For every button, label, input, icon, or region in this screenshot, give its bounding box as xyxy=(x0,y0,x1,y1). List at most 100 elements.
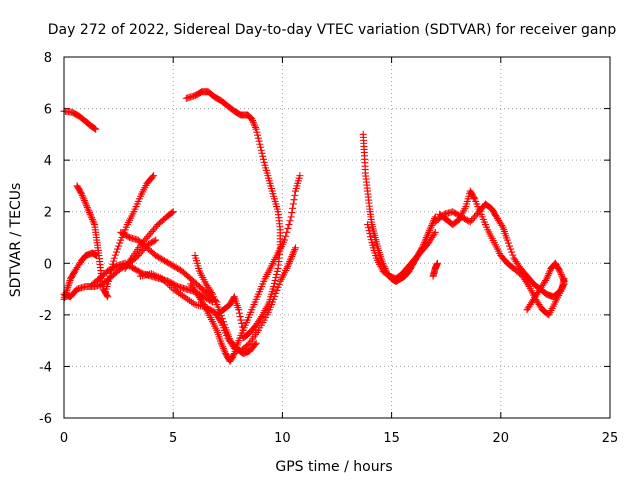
data-point xyxy=(558,272,566,280)
data-point xyxy=(273,286,281,294)
data-point xyxy=(543,275,551,283)
data-point xyxy=(123,232,131,240)
data-point xyxy=(251,341,259,349)
data-point xyxy=(148,173,156,181)
data-point xyxy=(91,125,99,133)
data-point xyxy=(430,230,438,238)
data-point xyxy=(83,203,91,211)
data-point xyxy=(503,236,511,244)
data-point xyxy=(152,252,160,260)
series-arc12 xyxy=(182,88,284,342)
data-point xyxy=(556,267,564,275)
data-point xyxy=(151,224,159,232)
data-point xyxy=(108,264,116,272)
y-tick-label: 2 xyxy=(44,206,52,221)
data-point xyxy=(107,265,115,273)
data-point xyxy=(425,228,433,236)
data-point xyxy=(271,276,279,284)
data-point xyxy=(249,118,257,126)
data-point xyxy=(257,146,265,154)
data-point xyxy=(199,299,207,307)
data-point xyxy=(286,258,294,266)
series-arc17 xyxy=(431,200,568,301)
data-point xyxy=(254,134,262,142)
data-point xyxy=(235,306,243,314)
data-point xyxy=(169,208,177,216)
data-point xyxy=(220,346,228,354)
data-point xyxy=(81,198,89,206)
data-point xyxy=(290,247,298,255)
data-point xyxy=(150,237,158,245)
data-point xyxy=(88,214,96,222)
data-point xyxy=(238,319,246,327)
data-point xyxy=(433,259,441,267)
data-point xyxy=(230,351,238,359)
data-point xyxy=(556,269,564,277)
data-point xyxy=(364,221,372,229)
data-point xyxy=(105,266,113,274)
series-arc15 xyxy=(364,221,439,283)
x-tick-label: 20 xyxy=(493,431,510,446)
series-arc16 xyxy=(429,259,441,280)
series-arc19 xyxy=(523,259,568,314)
data-point xyxy=(290,196,298,204)
x-tick-label: 10 xyxy=(274,431,291,446)
data-point xyxy=(366,230,374,238)
data-point xyxy=(90,219,98,227)
y-tick-label: -2 xyxy=(39,309,52,324)
data-point xyxy=(544,271,552,279)
data-point xyxy=(134,267,142,275)
data-point xyxy=(288,252,296,260)
data-point xyxy=(219,343,227,351)
data-point xyxy=(218,341,226,349)
data-point xyxy=(133,266,141,274)
chart-title: Day 272 of 2022, Sidereal Day-to-day VTE… xyxy=(48,22,617,38)
data-point xyxy=(238,323,246,331)
series-arc14 xyxy=(359,130,439,285)
data-point xyxy=(168,261,176,269)
data-point xyxy=(285,259,293,267)
data-point xyxy=(465,217,473,225)
data-point xyxy=(466,218,474,226)
data-point xyxy=(288,209,296,217)
data-point xyxy=(121,231,129,239)
data-point xyxy=(366,233,374,241)
data-point xyxy=(144,233,152,241)
x-tick-label: 15 xyxy=(383,431,400,446)
y-tick-label: -4 xyxy=(39,360,52,375)
data-point xyxy=(259,152,267,160)
data-point xyxy=(80,195,88,203)
data-point xyxy=(270,279,278,287)
data-point xyxy=(453,210,461,218)
data-point xyxy=(145,231,153,239)
series-arc18 xyxy=(436,187,568,319)
data-point xyxy=(286,256,294,264)
data-point xyxy=(452,209,460,217)
data-point xyxy=(272,289,280,297)
data-point xyxy=(460,215,468,223)
data-point xyxy=(259,155,267,163)
data-point xyxy=(470,194,478,202)
data-point xyxy=(83,202,91,210)
data-point xyxy=(147,229,155,237)
data-point xyxy=(468,216,476,224)
series-arc7 xyxy=(117,228,221,306)
data-point xyxy=(364,224,372,232)
data-point xyxy=(272,273,280,281)
data-point xyxy=(428,220,436,228)
data-point xyxy=(149,238,157,246)
data-point xyxy=(250,120,258,128)
data-point xyxy=(150,172,158,180)
data-point xyxy=(152,222,160,230)
data-point xyxy=(147,239,155,247)
data-point xyxy=(120,230,128,238)
data-point xyxy=(217,339,225,347)
data-point xyxy=(365,227,373,235)
data-point xyxy=(104,293,112,301)
data-point xyxy=(150,226,158,234)
data-point xyxy=(138,240,146,248)
data-point xyxy=(291,191,299,199)
data-point xyxy=(142,234,150,242)
data-point xyxy=(82,200,90,208)
data-point xyxy=(136,241,144,249)
